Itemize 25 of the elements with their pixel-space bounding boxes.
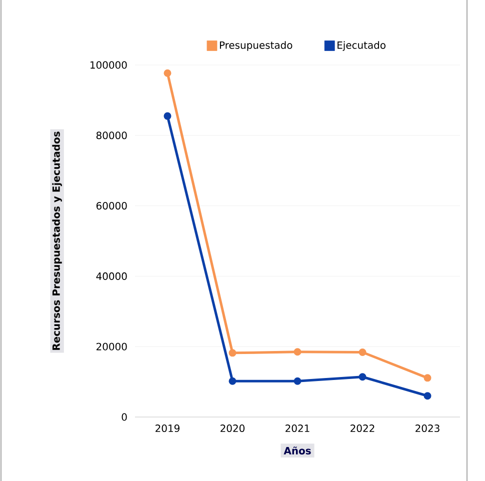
- x-tick-label: 2023: [416, 424, 440, 432]
- x-tick-label: 2022: [350, 424, 374, 432]
- point: [424, 374, 432, 382]
- y-tick-label: 40000: [96, 272, 127, 280]
- x-axis-title: Años: [284, 446, 311, 454]
- point: [358, 373, 366, 381]
- legend-label: Ejecutado: [338, 41, 386, 51]
- legend-label: Presupuestado: [220, 41, 292, 51]
- point: [164, 112, 172, 120]
- y-tick-label: 60000: [96, 202, 127, 210]
- point: [358, 348, 366, 356]
- point: [164, 69, 172, 77]
- y-tick-label: 20000: [96, 342, 127, 350]
- y-tick-label: 100000: [90, 61, 127, 69]
- point: [424, 392, 432, 400]
- x-tick-label: 2020: [220, 424, 245, 432]
- y-tick-label: 80000: [96, 132, 127, 140]
- x-tick-label: 2019: [156, 424, 180, 432]
- point: [294, 377, 302, 385]
- point: [228, 349, 236, 357]
- point: [228, 377, 236, 385]
- x-tick-label: 2021: [286, 424, 310, 432]
- y-tick-label: 0: [122, 413, 127, 421]
- y-axis-title: Recursos Presupuestados y Ejecutados: [52, 132, 62, 350]
- point: [294, 348, 302, 356]
